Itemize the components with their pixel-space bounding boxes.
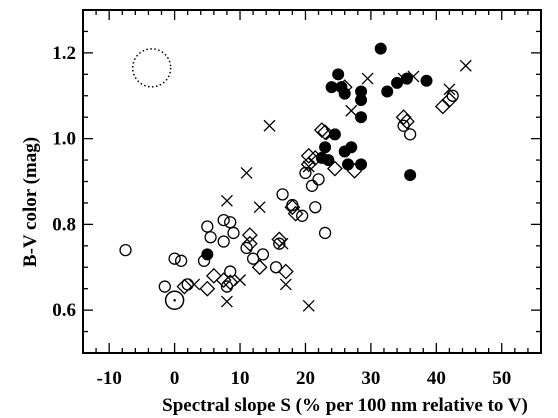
annotations: [131, 48, 185, 311]
y-tick-label: 1.0: [52, 129, 76, 150]
filled-circle-point: [319, 141, 332, 154]
filled-circle-point: [355, 94, 368, 107]
open-circle-point: [168, 252, 181, 265]
filled-circle-point: [201, 248, 214, 261]
diamond-point: [205, 267, 222, 284]
filled-circle-point: [322, 154, 335, 167]
x-tick-label: 10: [231, 368, 250, 389]
filled-circle-point: [374, 42, 387, 55]
filled-circle-point: [400, 72, 413, 85]
cross-point: [443, 83, 456, 96]
open-circle-point: [201, 220, 214, 233]
circled-point-marker: [164, 290, 185, 311]
diamond-point: [398, 113, 415, 130]
open-circle-point: [296, 209, 309, 222]
diamond-point: [336, 79, 353, 96]
circled-point-dot: [173, 298, 176, 302]
open-circle-point: [256, 248, 270, 261]
cross-point: [276, 237, 289, 250]
filled-circle-point: [355, 111, 368, 124]
y-tick-label: 1.2: [52, 43, 76, 64]
diamond-point: [346, 162, 363, 179]
open-circle-point: [276, 188, 289, 201]
cross-point: [220, 295, 233, 308]
dotted-circle-marker: [131, 48, 172, 88]
x-tick-label: 50: [492, 368, 511, 389]
x-tick-labels: -10 0 10 20 30 40 50: [97, 368, 512, 389]
diamond-point: [222, 274, 239, 291]
cross-point: [302, 160, 315, 173]
diamond-point: [251, 259, 268, 276]
data-points: [119, 42, 472, 312]
filled-circle-point: [381, 85, 394, 98]
diamond-point: [326, 160, 343, 177]
diamond-point: [395, 109, 412, 126]
open-circle-point: [269, 261, 283, 274]
open-circle-point: [305, 179, 319, 192]
filled-circle-point: [345, 141, 358, 154]
open-circle-point: [119, 243, 132, 257]
filled-circle-point: [332, 68, 345, 81]
diamond-point: [441, 92, 458, 108]
cross-point: [188, 278, 201, 291]
y-tick-label: 0.6: [52, 300, 76, 321]
y-tick-label: 0.8: [52, 214, 76, 235]
open-circle-point: [217, 213, 230, 227]
open-circle-point: [286, 198, 299, 212]
x-axis-title: Spectral slope S (% per 100 nm relative …: [162, 395, 528, 416]
open-circle-point: [204, 231, 217, 244]
x-tick-label: 40: [427, 368, 446, 389]
cross-point: [397, 72, 410, 85]
open-circle-point: [273, 237, 286, 250]
diamond-point: [313, 122, 330, 138]
filled-circle-point: [341, 158, 354, 171]
open-circle-point: [217, 235, 230, 248]
cross-point: [234, 274, 246, 287]
x-tick-label: 30: [361, 368, 380, 389]
diamond-point: [241, 227, 258, 244]
cross-point: [345, 104, 358, 117]
open-circle-point: [174, 254, 188, 267]
open-circle-point: [318, 226, 332, 240]
open-circle-point: [403, 128, 417, 141]
y-tick-labels: 0.6 0.8 1.0 1.2: [52, 43, 76, 321]
cross-point: [302, 299, 315, 312]
filled-circle-point: [391, 76, 404, 89]
cross-point: [220, 194, 233, 207]
plot-frame: [82, 9, 542, 354]
cross-point: [240, 166, 253, 179]
filled-circle-point: [404, 169, 417, 182]
open-circle-point: [312, 173, 325, 186]
cross-point: [263, 119, 276, 132]
open-circle-point: [224, 216, 237, 229]
cross-point: [407, 70, 420, 83]
diamond-point: [215, 272, 232, 289]
x-tick-label: -10: [97, 368, 122, 389]
open-circle-point: [224, 265, 237, 278]
filled-circle-point: [420, 74, 433, 87]
diamond-point: [287, 205, 304, 222]
diamond-point: [277, 263, 294, 280]
diamond-point: [176, 278, 193, 295]
cross-point: [325, 128, 338, 141]
filled-circle-point: [355, 158, 368, 171]
open-circle-point: [227, 226, 240, 240]
diamond-point: [284, 199, 301, 216]
plot-border: [82, 9, 542, 354]
cross-point: [279, 278, 292, 291]
cross-point: [253, 201, 266, 214]
y-axis-title: B-V color (mag): [20, 137, 41, 267]
open-circle-point: [158, 280, 171, 293]
x-tick-label: 20: [296, 368, 315, 389]
diamond-point: [199, 280, 216, 297]
diamond-point: [317, 124, 334, 141]
cross-point: [361, 72, 374, 85]
open-circle-point: [309, 201, 322, 214]
diamond-point: [241, 235, 258, 252]
axis-ticks: [82, 9, 542, 354]
cross-point: [459, 59, 472, 72]
diamond-point: [434, 98, 451, 115]
x-tick-label: 0: [170, 368, 180, 389]
